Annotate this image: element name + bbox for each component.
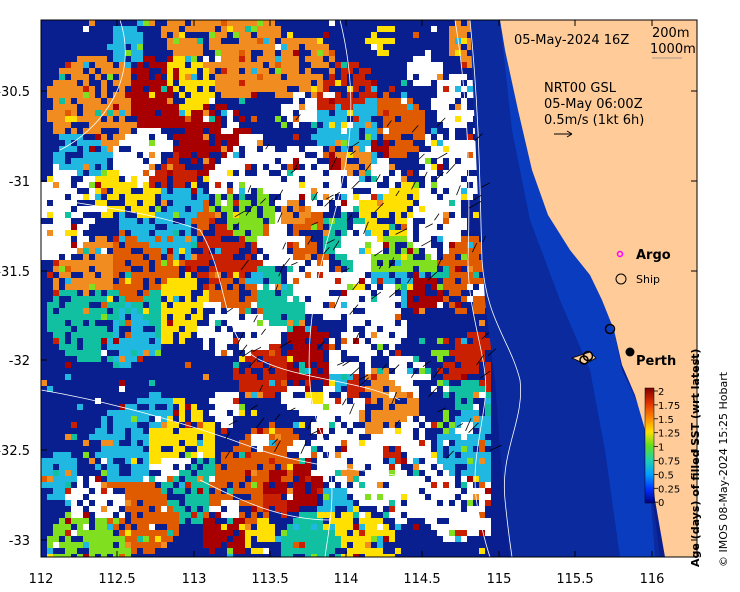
colorbar-title: Age (days) of filled SST (wrt latest) [689,349,702,567]
credit-label: © IMOS 08-May-2024 15:25 Hobart [717,371,730,567]
colorbar-tick-label: 1 [658,443,664,454]
y-tick-label: -33 [9,534,30,549]
isobath-1000m [454,20,491,557]
current-vectors [225,114,502,459]
x-tick-label: 114.5 [403,572,440,587]
ship-marker-icon [604,323,616,335]
colorbar [644,387,655,504]
colorbar-tick-label: 0 [658,498,664,509]
isobath-1000m-label: 1000m [650,42,696,57]
x-tick-label: 114 [334,572,359,587]
argo-legend-label: Argo [636,248,671,263]
ship-legend-label: Ship [636,273,660,286]
isobath-deep-e [199,479,331,521]
colorbar-tick-label: 1.75 [658,401,680,412]
y-tick-label: -30.5 [0,85,30,100]
colorbar-tick-label: 0.5 [658,470,674,481]
isobath-deep-c [41,389,421,481]
colorbar-tick-label: 1.5 [658,415,674,426]
x-tick-label: 116 [640,572,665,587]
x-axis: 112 112.5 113 113.5 114 114.5 115 115.5 116 [29,20,665,587]
ship-marker-icon [579,355,589,365]
perth-marker-icon [625,347,635,357]
x-tick-label: 112.5 [98,572,135,587]
perth-label: Perth [636,354,676,369]
y-tick-label: -32 [9,354,30,369]
x-tick-label: 115 [487,572,512,587]
isobath-deep-a [308,20,352,557]
ship-marker-icon [615,273,627,285]
isobath-deep-d [59,20,126,151]
plot-frame [40,19,698,558]
colorbar-tick-label: 1.25 [658,429,680,440]
x-tick-label: 112 [29,572,54,587]
argo-marker-icon [616,250,624,258]
current-time-label: 05-May 06:00Z [544,97,643,112]
y-axis: -30.5 -31 -31.5 -32 -32.5 -33 [0,85,697,549]
y-tick-label: -31 [9,175,30,190]
isobath-200m [469,20,522,557]
x-tick-label: 113 [182,572,207,587]
colorbar-tick-label: 0.75 [658,457,680,468]
current-scale-label: 0.5m/s (1kt 6h) [544,113,644,128]
date-label: 05-May-2024 16Z [514,33,629,48]
colorbar-ticks: 2 1.75 1.5 1.25 1 0.75 0.5 0.25 0 [654,387,680,509]
colorbar-tick-label: 0.25 [658,484,680,495]
scale-arrow-icon [554,130,573,138]
x-tick-label: 115.5 [556,572,593,587]
y-tick-label: -31.5 [0,265,30,280]
x-tick-label: 113.5 [251,572,288,587]
y-tick-label: -32.5 [0,444,30,459]
isobath-200m-label: 200m [652,26,689,41]
colorbar-tick-label: 2 [658,387,664,398]
current-product-label: NRT00 GSL [544,81,617,96]
